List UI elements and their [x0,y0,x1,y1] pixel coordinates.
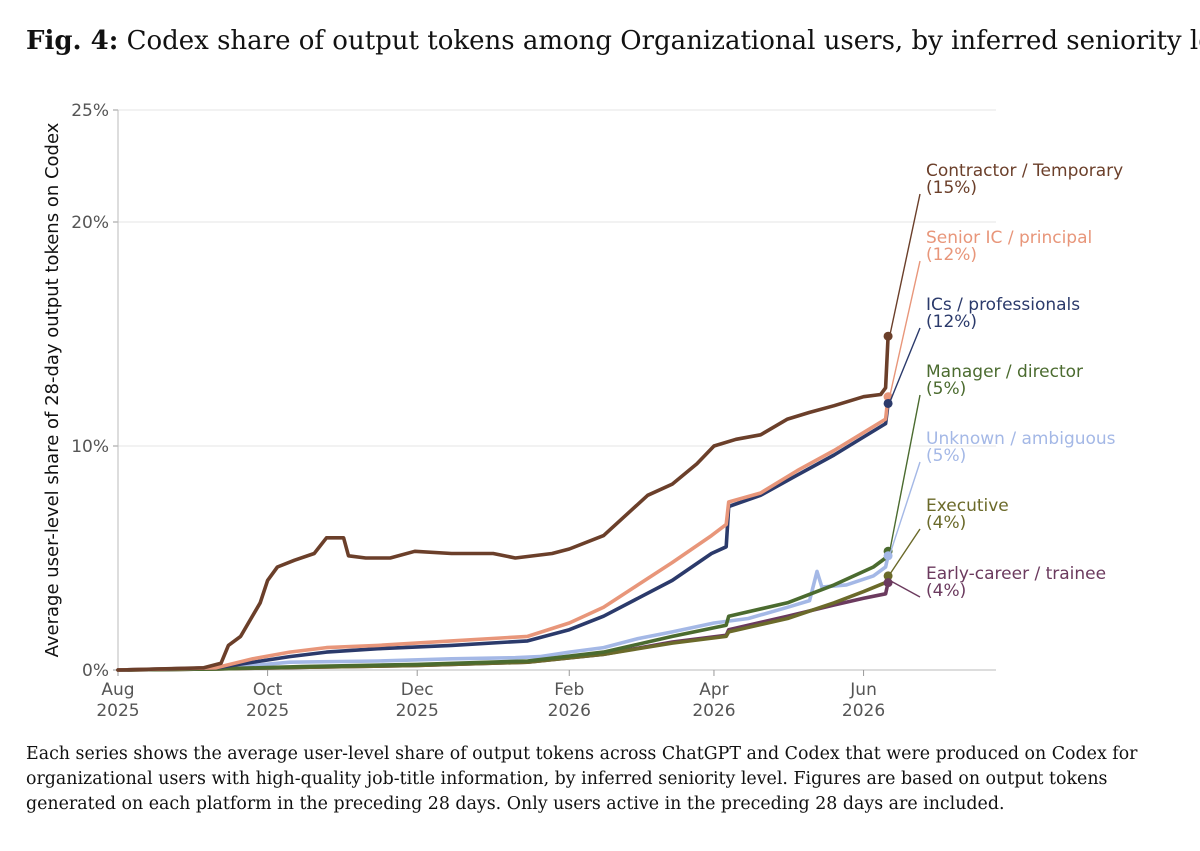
x-tick-label-year: 2026 [692,701,735,721]
series-lines [116,334,890,672]
x-tick-label-month: Aug [101,680,134,700]
series-label-name: Early-career / trainee [926,564,1106,584]
figure-title-text: Codex share of output tokens among Organ… [126,26,1200,56]
series-line [116,554,890,672]
series-end-dot [883,392,893,402]
leader-line [889,580,921,598]
x-tick-label-month: Feb [554,680,584,700]
x-tick-label-month: Dec [401,680,434,700]
series-label-value: (12%) [926,312,977,332]
y-tick-label: 25% [71,101,109,121]
x-tick-label-year: 2026 [842,701,885,721]
leader-line [889,193,921,335]
axes: 0%10%20%25%Aug2025Oct2025Dec2025Feb2026A… [71,101,996,721]
x-tick-label-year: 2026 [548,701,591,721]
series-end-dot [883,571,893,581]
x-tick-label-month: Oct [253,680,283,700]
x-tick-label-month: Apr [699,680,728,700]
figure-label: Fig. 4: [26,26,119,56]
leader-line [889,327,921,402]
series-label-name: Manager / director [926,362,1083,382]
leader-line [889,260,921,395]
series-label-name: Senior IC / principal [926,228,1092,248]
series-labels: Contractor / Temporary(15%) Senior IC / p… [883,161,1123,601]
series-label-value: (4%) [926,581,966,601]
series-label-value: (15%) [926,178,977,198]
leader-line [889,394,921,550]
series-label-name: ICs / professionals [926,295,1080,315]
series-label-name: Executive [926,496,1009,516]
y-tick-label: 10% [71,437,109,457]
x-tick-label-year: 2025 [396,701,439,721]
y-axis-label: Average user-level share of 28-day outpu… [42,122,63,657]
series-line [116,574,890,672]
figure-title: Fig. 4: Codex share of output tokens amo… [26,26,1200,56]
series-line [116,401,890,672]
series-label-value: (5%) [926,446,966,466]
line-chart: 0%10%20%25%Aug2025Oct2025Dec2025Feb2026A… [42,101,1123,721]
y-tick-label: 0% [82,661,109,681]
series-end-dot [883,551,893,561]
x-tick-label-month: Jun [849,680,877,700]
series-label-value: (12%) [926,245,977,265]
series-label-name: Unknown / ambiguous [926,429,1116,449]
series-end-dot [883,331,893,341]
figure-caption: Each series shows the average user-level… [26,744,1138,814]
series-line [116,549,890,672]
series-end-dot [883,578,893,588]
x-tick-label-year: 2025 [246,701,289,721]
leader-line [889,461,921,554]
series-label-value: (4%) [926,513,966,533]
x-tick-label-year: 2025 [96,701,139,721]
leader-line [889,528,921,575]
y-tick-label: 20% [71,213,109,233]
series-line [116,394,890,672]
series-end-dot [883,398,893,408]
series-label-name: Contractor / Temporary [926,161,1123,181]
series-label-value: (5%) [926,379,966,399]
series-line [116,334,890,672]
